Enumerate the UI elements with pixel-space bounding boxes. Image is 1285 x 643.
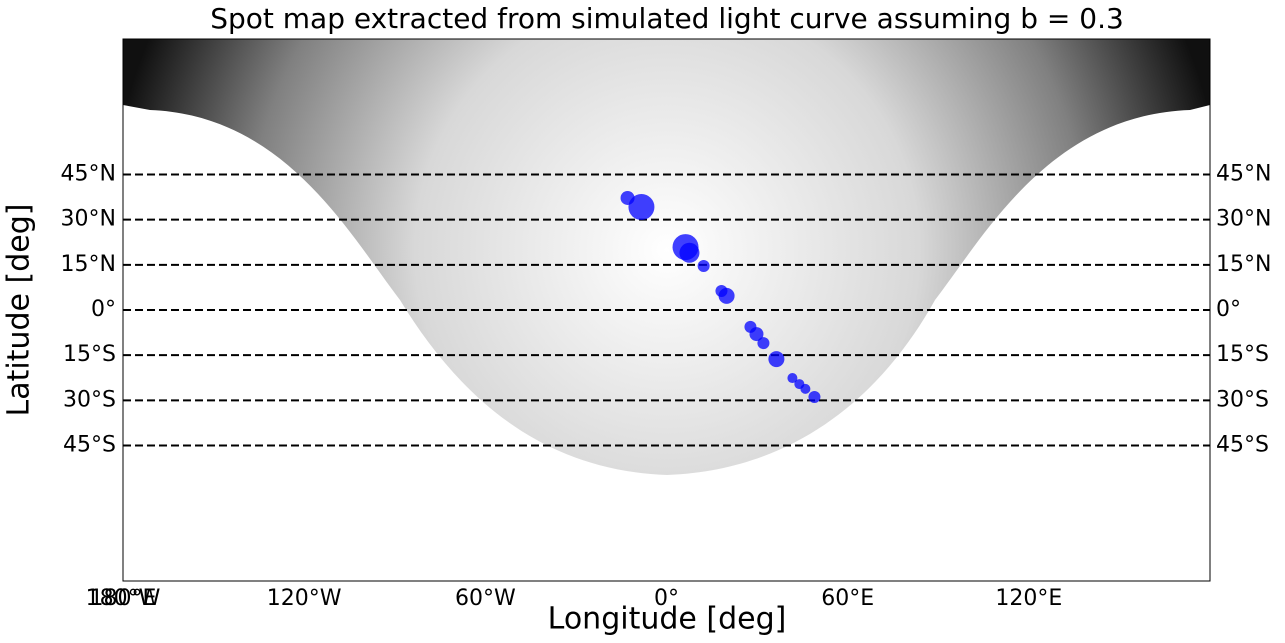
spot: [768, 351, 785, 368]
y-tick-label-right: 15°N: [1216, 252, 1271, 277]
x-tick-label: 180°W: [86, 586, 161, 611]
x-tick-label: 120°E: [995, 586, 1062, 611]
y-axis-label: Latitude [deg]: [2, 204, 37, 417]
spot: [679, 242, 700, 263]
spot: [800, 383, 811, 394]
x-tick-label: 120°W: [267, 586, 342, 611]
chart-title: Spot map extracted from simulated light …: [210, 2, 1124, 35]
spot: [628, 194, 655, 221]
spot: [749, 327, 764, 342]
y-tick-label: 30°N: [61, 207, 116, 232]
y-tick-label-right: 30°N: [1216, 207, 1271, 232]
x-tick-label: 60°E: [821, 586, 874, 611]
x-tick-label: 0°: [654, 586, 679, 611]
y-tick-label-right: 15°S: [1216, 342, 1269, 367]
spot: [787, 373, 798, 384]
x-tick-label: 180°E: [90, 586, 157, 611]
spot: [757, 337, 770, 350]
y-tick-label: 45°N: [61, 162, 116, 187]
spot: [718, 287, 735, 304]
y-tick-label: 15°N: [61, 252, 116, 277]
y-tick-label-right: 30°S: [1216, 387, 1269, 412]
y-tick-label-right: 45°N: [1216, 162, 1271, 187]
spot: [697, 260, 710, 273]
x-tick-label: 60°W: [455, 586, 516, 611]
y-tick-label-right: 0°: [1216, 297, 1241, 322]
y-tick-label: 30°S: [63, 387, 116, 412]
y-tick-label: 0°: [91, 297, 116, 322]
y-tick-label: 45°S: [63, 433, 116, 458]
x-axis-label: Longitude [deg]: [548, 602, 787, 637]
spot: [808, 391, 821, 404]
y-tick-label: 15°S: [63, 342, 116, 367]
y-tick-label-right: 45°S: [1216, 433, 1269, 458]
illuminated-region: [123, 39, 1210, 475]
